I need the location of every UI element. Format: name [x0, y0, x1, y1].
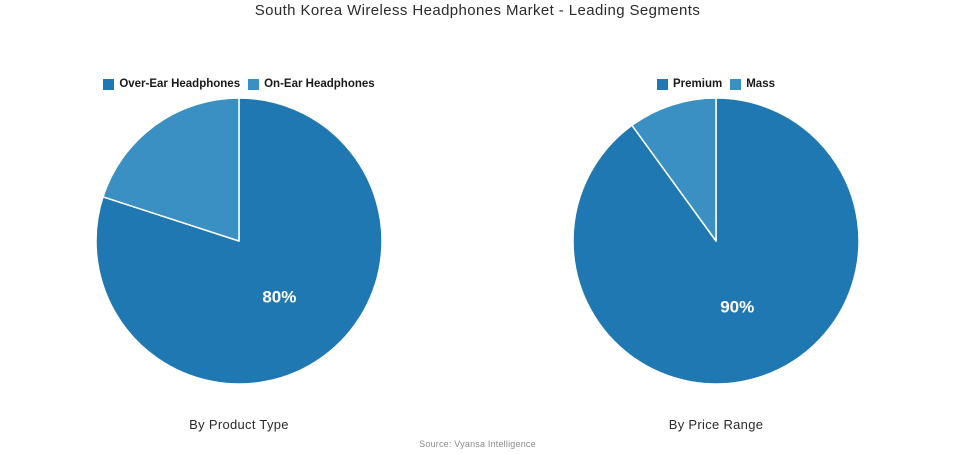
pie-svg-product-type: 80%	[95, 97, 383, 385]
legend-price-range: Premium Mass	[477, 78, 955, 90]
pie-slice[interactable]	[631, 97, 717, 242]
pie-caption-price-range: By Price Range	[668, 417, 764, 432]
legend-label: Over-Ear Headphones	[119, 78, 241, 90]
legend-label: Mass	[746, 78, 775, 90]
legend-swatch-icon	[103, 78, 115, 90]
legend-product-type: Over-Ear Headphones On-Ear Headphones	[0, 78, 478, 90]
legend-item[interactable]: Over-Ear Headphones	[103, 78, 240, 90]
pie-svg-price-range: 90%	[572, 97, 860, 385]
legend-swatch-icon	[730, 78, 742, 90]
pie-panel-product-type: Over-Ear Headphones On-Ear Headphones 80%…	[0, 78, 478, 432]
source-text: Source: Vyansa Intelligence	[419, 439, 536, 449]
slice-value-label: 80%	[262, 288, 296, 307]
pie-panel-price-range: Premium Mass 90% By Price Range	[477, 0, 955, 454]
pie-slice[interactable]	[102, 97, 240, 242]
legend-swatch-icon	[248, 78, 260, 90]
pie-caption-product-type: By Product Type	[189, 417, 289, 432]
chart-title: South Korea Wireless Headphones Market -…	[254, 2, 701, 19]
legend-swatch-icon	[657, 78, 668, 90]
legend-label: Premium	[673, 78, 723, 90]
legend-item[interactable]: Premium	[657, 78, 722, 90]
legend-label: On-Ear Headphones	[264, 78, 375, 90]
legend-item[interactable]: Mass	[730, 78, 775, 90]
slice-value-label: 90%	[720, 297, 754, 316]
legend-item[interactable]: On-Ear Headphones	[248, 78, 375, 90]
